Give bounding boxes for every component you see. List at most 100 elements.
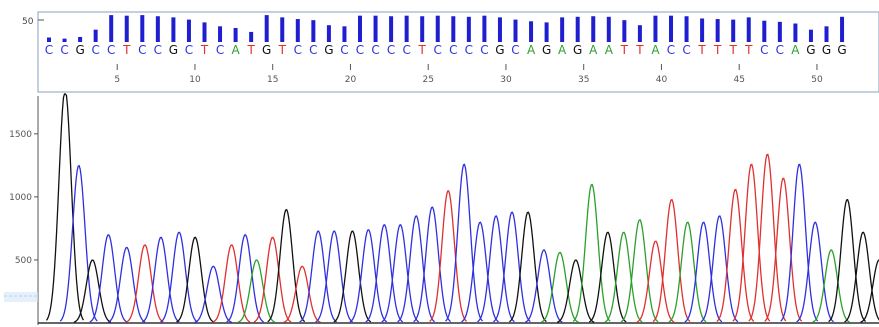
trace-peak-c (107, 246, 146, 323)
base-call: T (620, 43, 629, 57)
trace-peak-g (508, 211, 547, 323)
base-position-ticks: 5 10 15 20 25 30 35 40 45 50 (114, 64, 823, 85)
trace-peak-a (604, 231, 643, 323)
trace-peak-c (160, 231, 198, 323)
quality-bar (202, 22, 207, 42)
trace-peak-c (413, 206, 452, 323)
trace-peak-c (365, 224, 404, 323)
quality-bar (591, 16, 596, 42)
quality-bar (622, 20, 627, 42)
position-tick-label: 10 (189, 75, 201, 85)
trace-peak-t (652, 198, 691, 323)
quality-bar (264, 15, 269, 43)
quality-bar (575, 16, 580, 42)
base-call: C (465, 43, 473, 57)
trace-peak-a (620, 219, 659, 323)
base-call: C (216, 43, 224, 57)
base-call: T (278, 43, 287, 57)
base-call: T (729, 43, 738, 57)
quality-bar (684, 16, 689, 42)
trace-peak-t (764, 177, 803, 322)
trace-peak-t (716, 188, 755, 322)
trace-peak-g (860, 259, 879, 323)
quality-bar (47, 37, 51, 42)
quality-bar (513, 19, 518, 42)
trace-peak-t (748, 153, 787, 322)
quality-bar (280, 17, 285, 42)
base-call: G (262, 43, 271, 57)
trace-peak-c (59, 164, 98, 322)
position-tick-label: 15 (267, 75, 278, 85)
quality-bar (451, 16, 456, 42)
y-tick-label: 500 (15, 256, 32, 266)
base-call: T (744, 43, 753, 57)
base-call: C (402, 43, 410, 57)
base-call: G (542, 43, 551, 57)
trace-peak-a (668, 221, 707, 323)
quality-bar (420, 16, 425, 42)
trace-peak-c (525, 249, 563, 323)
trace-peak-g (556, 259, 595, 323)
quality-axis-label: 50 (22, 17, 34, 27)
quality-bar (606, 16, 611, 42)
quality-bar (762, 20, 767, 42)
quality-bar (218, 26, 223, 42)
base-call: C (682, 43, 690, 57)
base-call: T (635, 43, 644, 57)
base-call: G (822, 43, 831, 57)
base-call: T (713, 43, 722, 57)
y-tick-label: 1500 (9, 130, 32, 140)
base-call: C (449, 43, 457, 57)
quality-bar (482, 15, 487, 42)
trace-peak-t (253, 236, 292, 323)
quality-bar (373, 15, 378, 42)
quality-bar (358, 15, 362, 42)
trace-peak-a (541, 251, 579, 323)
trace-peak-g (176, 236, 214, 323)
base-call: T (200, 43, 209, 57)
base-call: C (91, 43, 99, 57)
trace-peak-c (461, 221, 499, 323)
base-call: C (371, 43, 379, 57)
base-call: C (667, 43, 675, 57)
base-call: A (527, 43, 536, 57)
position-tick-label: 20 (345, 75, 357, 85)
quality-bar (840, 16, 845, 42)
quality-bar (435, 15, 440, 42)
trace-peak-g (73, 259, 112, 323)
trace-peak-c (89, 234, 128, 323)
position-tick-label: 35 (578, 75, 589, 85)
trace-peak-c (299, 230, 337, 323)
base-call: T (697, 43, 706, 57)
trace-peak-t (126, 244, 164, 323)
base-call: G (169, 43, 178, 57)
base-call: C (760, 43, 768, 57)
quality-bar (155, 16, 160, 42)
quality-bar (466, 16, 471, 42)
trace-peak-c (142, 236, 180, 323)
trace-peak-c (684, 221, 723, 323)
trace-peak-a (237, 259, 276, 323)
trace-peak-c (397, 215, 436, 323)
trace-peak-c (780, 163, 819, 322)
trace-peak-c (194, 265, 232, 324)
base-call: T (246, 43, 255, 57)
quality-bar (824, 26, 829, 42)
base-call: G (837, 43, 846, 57)
quality-bar (62, 38, 67, 42)
trace-peak-c (477, 215, 515, 323)
trace-peak-g (588, 231, 627, 323)
trace-peak-a (572, 183, 611, 322)
quality-bar (544, 22, 549, 42)
position-tick-label: 30 (500, 75, 512, 85)
base-call: C (480, 43, 488, 57)
quality-bar (497, 17, 502, 42)
base-call: A (589, 43, 598, 57)
trace-peak-c (349, 229, 388, 323)
base-call: G (573, 43, 582, 57)
base-call: G (495, 43, 504, 57)
base-call: C (185, 43, 193, 57)
trace-peaks (45, 93, 879, 324)
trace-peak-g (45, 93, 85, 321)
